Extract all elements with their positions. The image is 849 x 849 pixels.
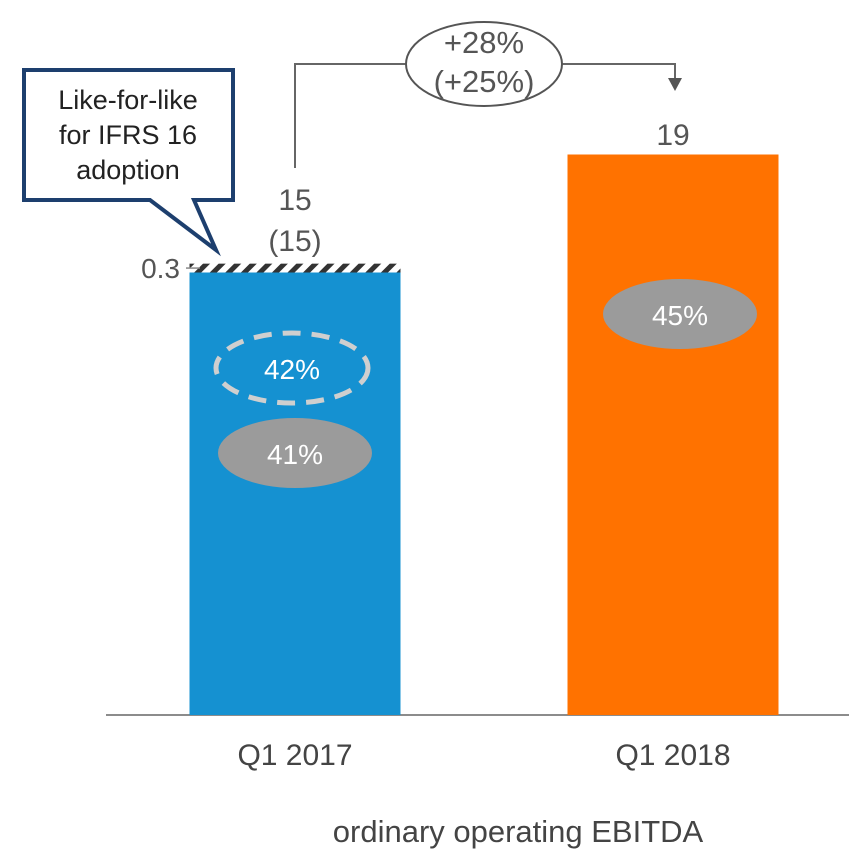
ifrs16-callout-box <box>22 68 235 257</box>
x-axis-label: ordinary operating EBITDA <box>333 814 704 849</box>
callout-text-line-2: for IFRS 16 <box>59 120 197 150</box>
ifrs16-adjustment-segment <box>189 263 401 273</box>
value-label-q1-2017: 15 <box>278 184 311 217</box>
margin-label-q1-2018: 45% <box>652 300 708 331</box>
category-label-q1-2018: Q1 2018 <box>615 739 730 772</box>
category-label-q1-2017: Q1 2017 <box>237 739 352 772</box>
bar-q1-2018 <box>567 154 779 715</box>
callout-text-line-1: Like-for-like <box>58 85 198 115</box>
growth-label-adjusted: (+25%) <box>434 64 535 99</box>
margin-pill-q1-2017 <box>218 418 372 488</box>
margin-label-q1-2017: 41% <box>267 439 323 470</box>
growth-label: +28% <box>444 25 524 60</box>
growth-bubble <box>405 21 563 107</box>
ifrs16-adjustment-label: 0.3 <box>141 253 180 284</box>
margin-pill-q1-2018 <box>603 279 757 349</box>
callout-text-line-3: adoption <box>76 155 180 185</box>
value-sublabel-q1-2017: (15) <box>268 225 321 258</box>
margin-label-dashed-q1-2017: 42% <box>264 354 320 385</box>
margin-pill-dashed-q1-2017 <box>213 330 371 406</box>
growth-arrow-head-icon <box>668 78 682 91</box>
value-label-q1-2018: 19 <box>656 119 689 152</box>
bar-q1-2017 <box>189 272 401 715</box>
